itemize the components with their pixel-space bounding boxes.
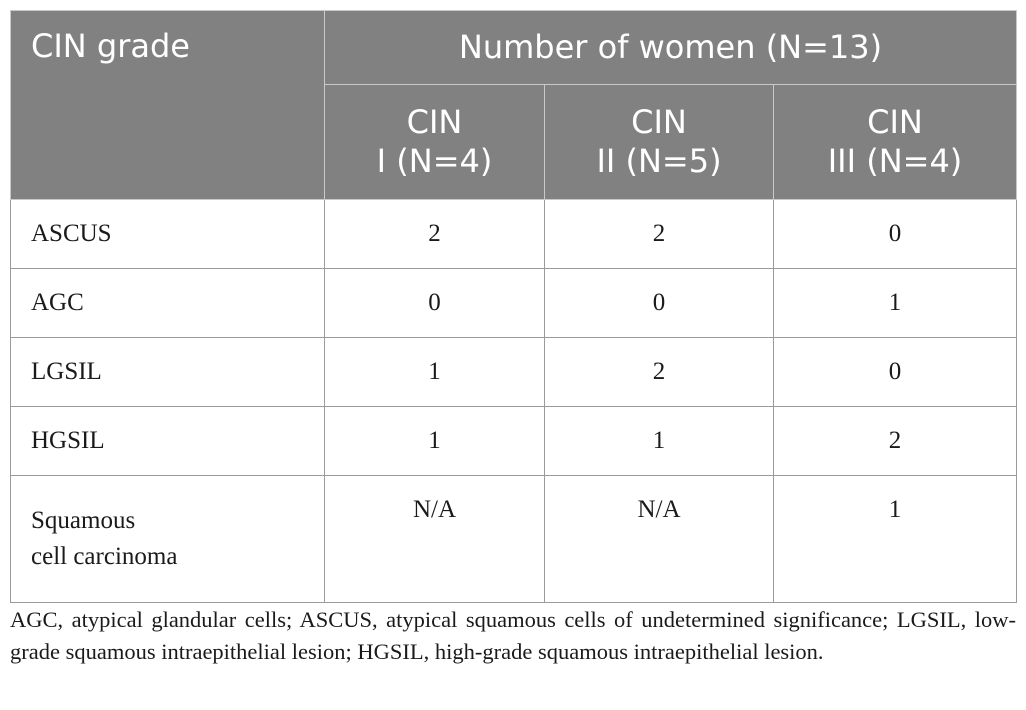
table-header: CIN grade Number of women (N=13) CIN I (… — [10, 10, 1018, 200]
header-cin-1-line1: CIN — [406, 102, 463, 141]
header-number-of-women: Number of women (N=13) — [323, 10, 1018, 85]
header-cin-1-line2: I (N=4) — [376, 142, 493, 180]
table-cell: 1 — [324, 406, 545, 476]
table-cell: 1 — [544, 406, 774, 476]
table-row: AGC 0 0 1 — [10, 268, 1018, 338]
table-cell: 0 — [544, 268, 774, 338]
table-cell: 2 — [772, 406, 1018, 476]
header-cin-1: CIN I (N=4) — [324, 84, 545, 200]
row-label: ASCUS — [10, 199, 325, 269]
header-cin-2: CIN II (N=5) — [544, 84, 774, 200]
table-row: ASCUS 2 2 0 — [10, 199, 1018, 269]
table-cell: 2 — [324, 199, 545, 269]
table-cell: N/A — [324, 475, 545, 603]
header-cin-3-line2: III (N=4) — [827, 142, 963, 180]
cin-grade-table: CIN grade Number of women (N=13) CIN I (… — [10, 10, 1018, 603]
table-row: HGSIL 1 1 2 — [10, 406, 1018, 476]
data-table-container: CIN grade Number of women (N=13) CIN I (… — [10, 10, 1018, 603]
header-cin-grade: CIN grade — [10, 10, 325, 200]
row-label: AGC — [10, 268, 325, 338]
table-cell: 0 — [772, 199, 1018, 269]
header-cin-2-line2: II (N=5) — [596, 142, 722, 180]
table-cell: 2 — [544, 337, 774, 407]
row-label: LGSIL — [10, 337, 325, 407]
row-label: Squamous cell carcinoma — [10, 475, 325, 603]
table-body: ASCUS 2 2 0 AGC 0 0 1 LGSIL 1 2 0 HGSIL … — [10, 199, 1018, 603]
table-footnote: AGC, atypical glandular cells; ASCUS, at… — [10, 607, 1016, 664]
table-cell: 2 — [544, 199, 774, 269]
table-row: Squamous cell carcinoma N/A N/A 1 — [10, 475, 1018, 603]
row-label-line2: cell carcinoma — [31, 543, 178, 570]
header-cin-2-line1: CIN — [631, 102, 687, 141]
table-cell: 0 — [324, 268, 545, 338]
table-cell: 0 — [772, 337, 1018, 407]
header-cin-3-line1: CIN — [867, 102, 923, 141]
table-cell: N/A — [544, 475, 774, 603]
header-cin-3: CIN III (N=4) — [772, 84, 1018, 200]
table-cell: 1 — [772, 268, 1018, 338]
table-row: LGSIL 1 2 0 — [10, 337, 1018, 407]
table-cell: 1 — [324, 337, 545, 407]
header-row-2: CIN I (N=4) CIN II (N=5) CIN III (N=4) — [11, 84, 1018, 200]
header-row-1: CIN grade Number of women (N=13) — [10, 10, 1018, 200]
row-label: HGSIL — [10, 406, 325, 476]
row-label-line1: Squamous — [31, 506, 136, 534]
table-cell: 1 — [772, 475, 1018, 603]
